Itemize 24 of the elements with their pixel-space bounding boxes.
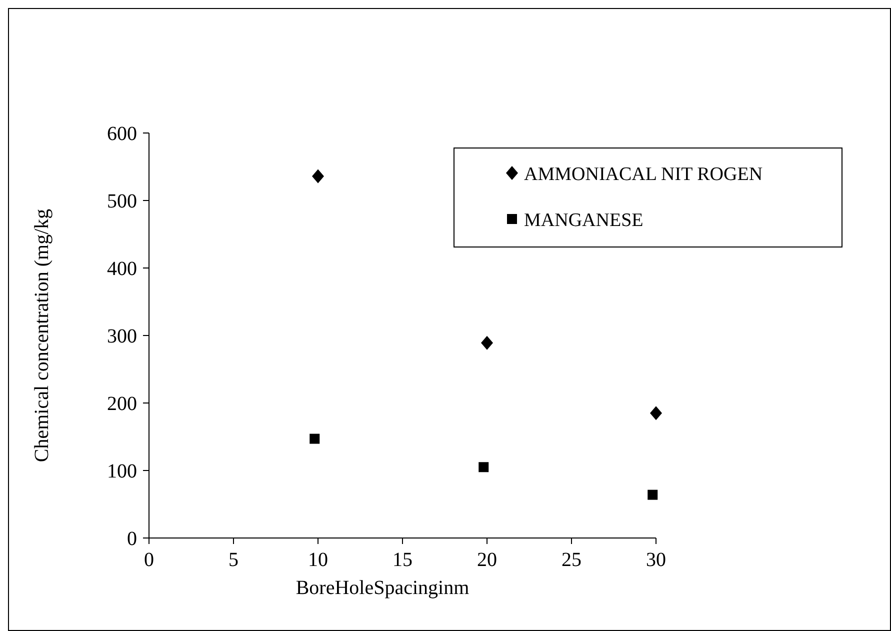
point: [478, 462, 489, 472]
y-tick-label: 0: [127, 528, 137, 550]
x-tick-label: 25: [562, 549, 582, 571]
x-tick-label: 10: [308, 549, 328, 571]
y-axis-title: Chemical concentration (mg/kg: [31, 208, 53, 462]
y-tick-label: 300: [107, 326, 137, 348]
point: [312, 169, 324, 184]
point: [648, 490, 658, 500]
y-tick-label: 200: [107, 393, 137, 415]
x-tick-label: 20: [477, 549, 497, 571]
y-tick-label: 600: [107, 123, 137, 145]
x-tick-label: 15: [392, 549, 412, 571]
y-tick-label: 100: [107, 460, 137, 482]
y-tick-label: 500: [107, 190, 137, 212]
x-axis-title: BoreHoleSpacinginm: [296, 577, 470, 599]
legend-label: MANGANESE: [524, 210, 644, 231]
y-tick-label: 400: [107, 258, 137, 280]
point: [310, 434, 320, 444]
x-tick-label: 30: [646, 549, 666, 571]
point: [481, 336, 493, 350]
x-tick-label: 0: [144, 549, 154, 571]
legend-label: AMMONIACAL NIT ROGEN: [524, 164, 763, 185]
point: [650, 406, 662, 420]
x-tick-label: 5: [228, 549, 238, 571]
